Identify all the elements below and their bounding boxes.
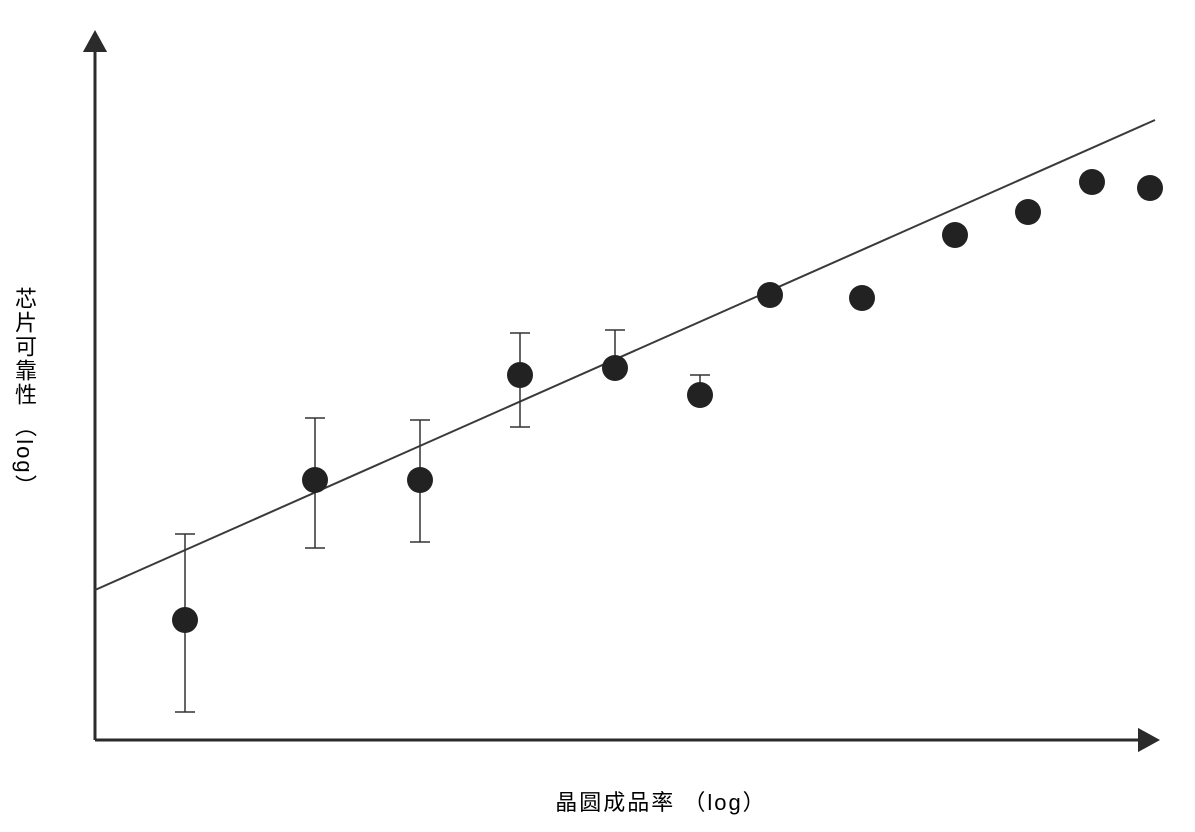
y-axis-label: 芯片可靠性 （log） — [8, 287, 40, 498]
scatter-chart: 芯片可靠性 （log） 晶圆成品率 （log） — [0, 0, 1195, 827]
x-axis-label: 晶圆成品率 （log） — [555, 785, 766, 817]
chart-svg — [0, 0, 1195, 827]
